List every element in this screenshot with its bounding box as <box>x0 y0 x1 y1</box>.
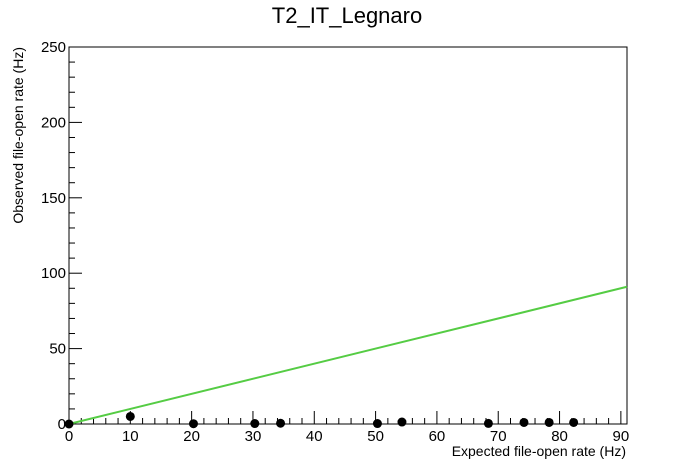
y-tick-label: 150 <box>41 190 66 207</box>
x-tick-label: 30 <box>245 428 262 445</box>
x-tick-label: 20 <box>183 428 200 445</box>
data-point <box>276 418 286 428</box>
x-tick-label: 0 <box>65 428 73 445</box>
x-axis-label: Expected file-open rate (Hz) <box>452 443 626 459</box>
x-tick-label: 10 <box>122 428 139 445</box>
y-tick-label: 0 <box>58 416 66 433</box>
data-point <box>519 417 529 427</box>
y-tick-label: 100 <box>41 265 66 282</box>
reference-line <box>68 285 628 425</box>
y-axis-label: Observed file-open rate (Hz) <box>10 47 26 224</box>
data-point <box>483 418 493 428</box>
x-tick-label: 50 <box>367 428 384 445</box>
y-tick-label: 50 <box>49 341 66 358</box>
chart-title: T2_IT_Legnaro <box>272 3 422 28</box>
x-tick-label: 40 <box>306 428 323 445</box>
plot-frame <box>68 46 628 425</box>
y-axis-tick-labels: 0 50 100 150 200 250 <box>41 39 66 433</box>
x-tick-label: 70 <box>490 428 507 445</box>
x-tick-label: 80 <box>551 428 568 445</box>
data-point <box>125 411 135 421</box>
x-tick-label: 60 <box>429 428 446 445</box>
data-point <box>250 419 260 429</box>
data-point <box>64 419 74 429</box>
x-axis-tick-labels: 0 10 20 30 40 50 60 70 80 90 <box>65 428 629 445</box>
data-point <box>544 417 554 427</box>
data-point <box>372 419 382 429</box>
series-layer <box>64 285 628 429</box>
data-point <box>569 417 579 427</box>
y-tick-label: 200 <box>41 114 66 131</box>
x-tick-label: 90 <box>613 428 630 445</box>
y-tick-label: 250 <box>41 39 66 56</box>
data-point <box>397 417 407 427</box>
data-point <box>188 419 198 429</box>
